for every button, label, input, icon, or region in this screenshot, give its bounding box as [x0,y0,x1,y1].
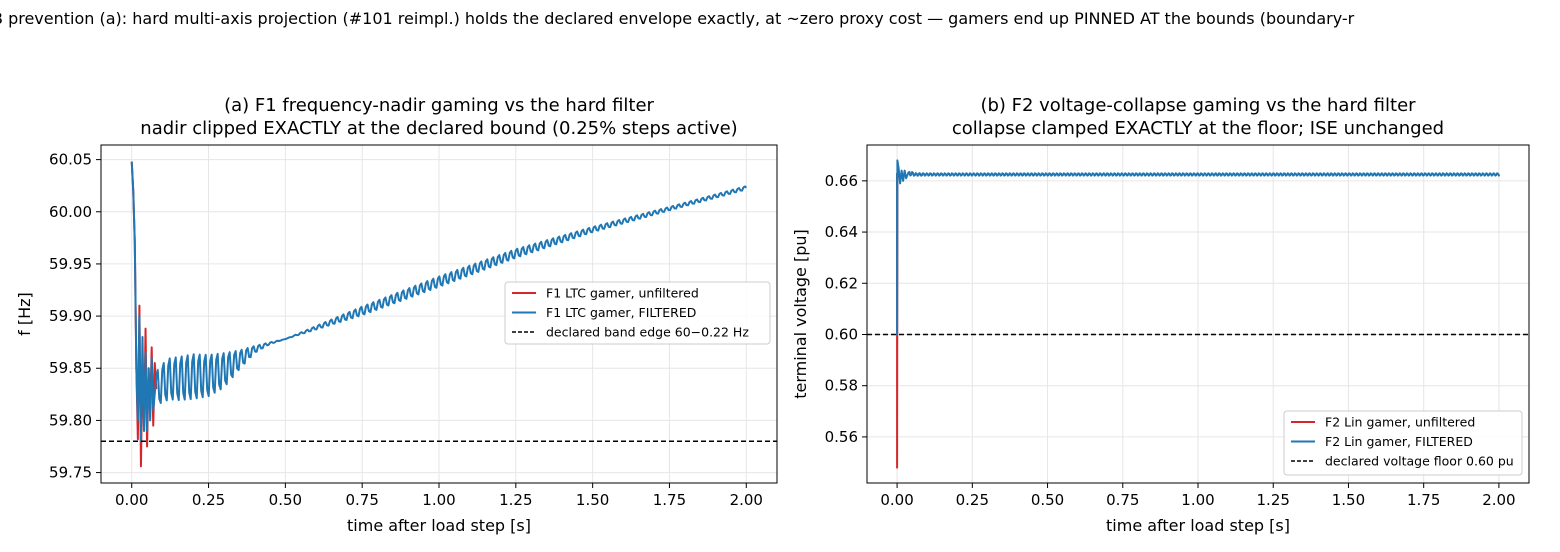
y-axis-label: terminal voltage [pu] [791,229,810,399]
x-tick-label: 0.25 [956,491,989,509]
chart-subtitle: nadir clipped EXACTLY at the declared bo… [140,118,737,139]
legend-label: F1 LTC gamer, FILTERED [546,305,696,320]
x-tick-label: 1.75 [1407,491,1440,509]
x-axis-label: time after load step [s] [1106,516,1290,535]
y-tick-label: 60.00 [49,203,92,221]
legend-box [504,281,771,345]
x-tick-label: 0.00 [880,491,913,509]
legend: F2 Lin gamer, unfiltered F2 Lin gamer, FI… [1283,410,1523,476]
legend-label: F1 LTC gamer, unfiltered [546,286,699,301]
legend-label: declared voltage floor 0.60 pu [1325,454,1514,469]
x-axis-label: time after load step [s] [347,516,531,535]
x-tick-label: 1.50 [576,491,609,509]
y-tick-label: 59.90 [49,307,92,325]
y-tick-label: 60.05 [49,151,92,169]
series-line-filtered [896,159,1500,336]
chart-title: (b) F2 voltage-collapse gaming vs the ha… [980,95,1416,116]
y-tick-label: 59.95 [49,255,92,273]
x-tick-label: 1.00 [1181,491,1214,509]
legend-box [1283,410,1523,476]
y-tick-label: 0.56 [825,428,858,446]
x-tick-label: 0.25 [192,491,225,509]
chart-title: (a) F1 frequency-nadir gaming vs the har… [224,95,654,116]
y-tick-label: 59.85 [49,359,92,377]
y-tick-label: 59.80 [49,411,92,429]
x-tick-label: 2.00 [730,491,763,509]
legend-label: F2 Lin gamer, unfiltered [1325,415,1475,430]
x-tick-label: 1.75 [653,491,686,509]
panel-b: (b) F2 voltage-collapse gaming vs the ha… [791,95,1530,535]
x-tick-label: 1.25 [499,491,532,509]
y-tick-label: 0.62 [825,274,858,292]
y-tick-label: 0.60 [825,325,858,343]
y-tick-label: 0.58 [825,377,858,395]
y-tick-label: 0.64 [825,223,858,241]
figure-suptitle: B prevention (a): hard multi-axis projec… [0,9,1560,33]
x-tick-label: 0.75 [345,491,378,509]
x-tick-label: 1.25 [1257,491,1290,509]
y-tick-label: 0.66 [825,172,858,190]
panel-a: (a) F1 frequency-nadir gaming vs the har… [15,95,778,535]
x-tick-label: 0.50 [1031,491,1064,509]
x-tick-label: 2.00 [1482,491,1515,509]
x-tick-label: 0.50 [269,491,302,509]
x-tick-label: 0.75 [1106,491,1139,509]
x-tick-label: 1.00 [422,491,455,509]
y-tick-label: 59.75 [49,464,92,482]
legend-label: F2 Lin gamer, FILTERED [1325,434,1473,449]
x-tick-label: 0.00 [115,491,148,509]
legend-label: declared band edge 60−0.22 Hz [546,325,749,340]
legend: F1 LTC gamer, unfiltered F1 LTC gamer, FI… [504,281,771,345]
series-line-filtered [130,161,747,443]
x-tick-label: 1.50 [1332,491,1365,509]
plot-area [101,161,777,468]
suptitle-text: B prevention (a): hard multi-axis projec… [0,9,1355,28]
plot-area [867,159,1529,469]
chart-subtitle: collapse clamped EXACTLY at the floor; I… [952,118,1444,139]
y-axis-label: f [Hz] [15,292,34,336]
